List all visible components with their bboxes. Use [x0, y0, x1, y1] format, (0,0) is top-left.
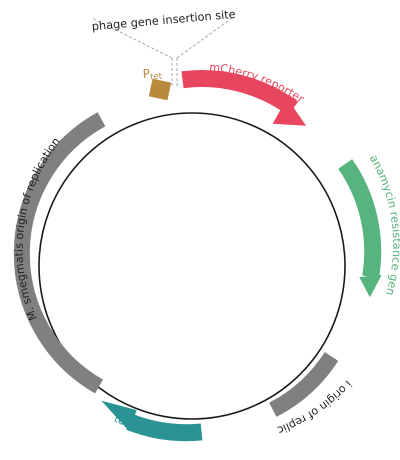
mcherry-arrowhead	[272, 98, 307, 126]
ptet-label: Ptet	[142, 66, 163, 83]
mcherry-arrow-body	[181, 70, 299, 116]
insertion-site-label: phage gene insertion site	[91, 8, 236, 34]
tet-repressor-arrow-body	[126, 413, 203, 442]
smegmatis-origin-segment	[13, 112, 106, 394]
insertion-site-marker	[91, 17, 233, 86]
kanamycin-arrow-body	[338, 159, 382, 279]
tet-repressor-arrowhead	[101, 400, 137, 432]
insertion-callout-right	[176, 17, 233, 59]
ecoli-origin-segment	[268, 352, 339, 417]
ptet-promoter-block	[148, 78, 172, 101]
plasmid-backbone	[38, 112, 346, 420]
kanamycin-arrowhead	[359, 274, 382, 298]
